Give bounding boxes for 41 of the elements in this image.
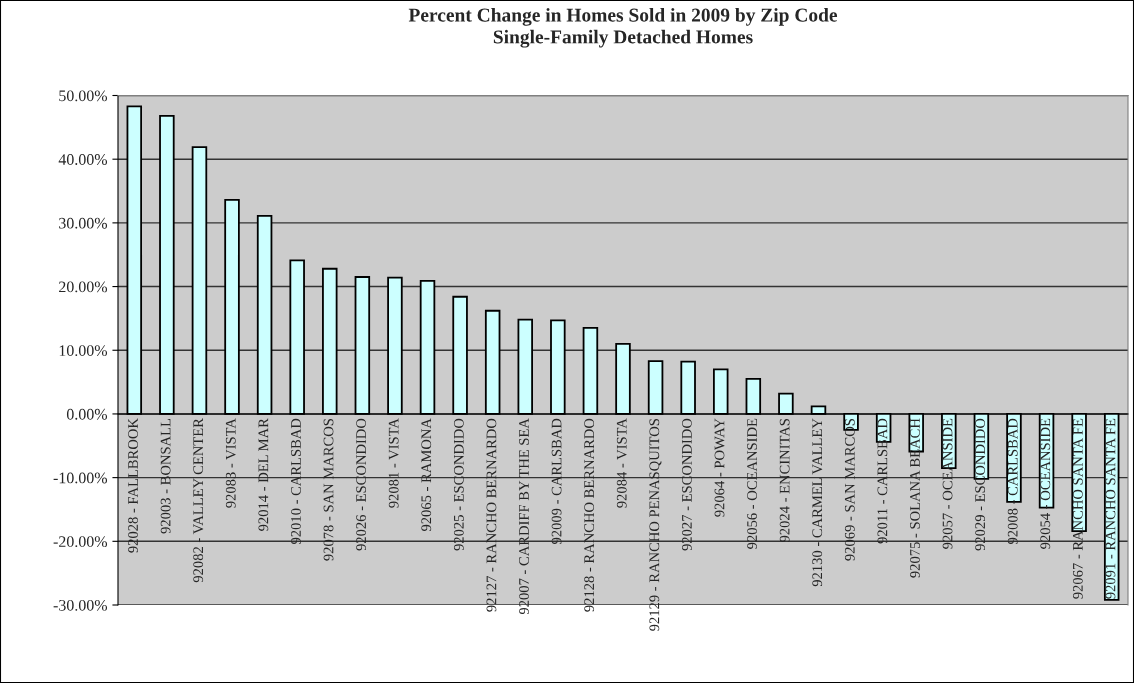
y-tick-label: -10.00% — [53, 472, 108, 484]
y-tick-label: 20.00% — [59, 281, 108, 293]
y-tick-label: -30.00% — [53, 599, 108, 611]
x-tick-label: 92091 - RANCHO SANTA FE — [1105, 418, 1116, 599]
chart-title: Percent Change in Homes Sold in 2009 by Zip Code Single-Family Detached Homes — [408, 8, 838, 48]
y-tick-label: 40.00% — [58, 154, 108, 165]
x-tick-label: 92075 - SOLANA BEACH — [910, 418, 920, 578]
x-tick-label: 92014 - DEL MAR — [258, 418, 269, 531]
x-tick-label: 92067 - RANCHO SANTA FE — [1072, 418, 1083, 599]
x-tick-label: 92082 - VALLEY CENTER — [193, 418, 204, 583]
x-tick-label: 92084 - VISTA — [616, 418, 627, 508]
x-tick-label: 92008 - CARLSBAD — [1007, 418, 1018, 545]
x-tick-label: 92029 - ESCONDIDO — [975, 418, 986, 551]
x-tick-label: 92127 - RANCHO BERNARDO — [486, 418, 497, 612]
x-tick-label: 92028 - FALLBROOK — [128, 418, 138, 553]
x-tick-label: 92027 - ESCONDIDO — [681, 418, 692, 551]
x-tick-label: 92011 - CARLSBAD — [877, 418, 888, 544]
x-tick-label: 92003 - BONSALL — [160, 418, 171, 534]
x-tick-label: 92009 - CARLSBAD — [551, 418, 562, 545]
x-tick-label: 92130 - CARMEL VALLEY — [812, 418, 823, 587]
y-tick-label: 30.00% — [59, 217, 108, 229]
x-tick-label: 92026 - ESCONDIDO — [356, 418, 367, 551]
y-tick-label: -20.00% — [53, 536, 108, 548]
x-tick-label: 92083 - VISTA — [225, 418, 236, 508]
x-tick-label: 92010 - CARLSBAD — [291, 418, 301, 545]
x-tick-label: 92025 - ESCONDIDO — [453, 418, 464, 551]
y-tick-label: 0.00% — [66, 408, 108, 420]
x-tick-label: 92069 - SAN MARCOS — [844, 419, 855, 561]
x-tick-label: 92056 - OCEANSIDE — [747, 418, 757, 549]
x-tick-label: 92065 - RAMONA — [421, 418, 432, 532]
x-tick-label: 92078 - SAN MARCOS — [323, 419, 334, 561]
y-tick-label: 10.00% — [59, 345, 108, 357]
x-tick-label: 92024 - ENCINITAS — [779, 419, 790, 543]
x-tick-label: 92057 - OCEANSIDE — [942, 418, 953, 549]
y-tick-label: 50.00% — [59, 90, 108, 102]
x-tick-label: 92007 - CARDIFF BY THE SEA — [519, 418, 529, 615]
x-tick-label: 92128 - RANCHO BERNARDO — [584, 418, 595, 612]
x-tick-label: 92054 - OCEANSIDE — [1040, 418, 1051, 549]
x-tick-label: 92081 - VISTA — [388, 418, 399, 508]
x-tick-label: 92064 - POWAY — [714, 418, 725, 517]
x-tick-label: 92129 - RANCHO PENASQUITOS — [649, 419, 662, 631]
